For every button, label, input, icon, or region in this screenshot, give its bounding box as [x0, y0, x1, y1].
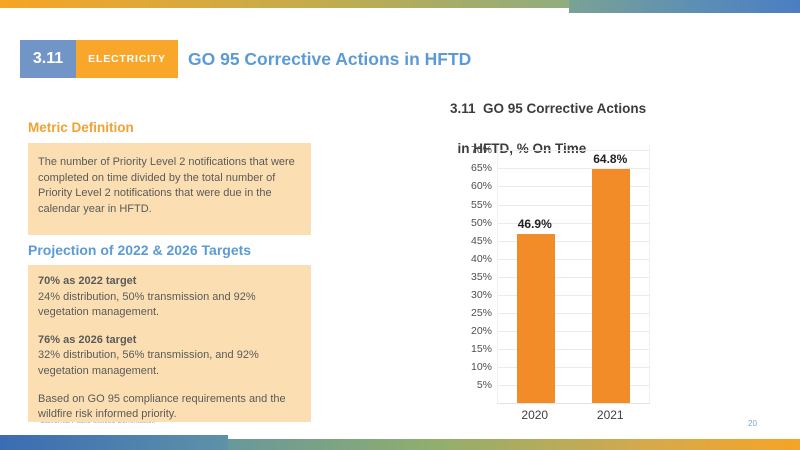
- metric-definition-box: The number of Priority Level 2 notificat…: [28, 143, 311, 235]
- chart-title-line2: in HFTD, % On Time: [457, 141, 587, 156]
- chart-bar-2021: [592, 169, 631, 403]
- gridline-10: [498, 366, 649, 368]
- gridline-65: [498, 168, 649, 170]
- slide-title: GO 95 Corrective Actions in HFTD: [188, 48, 472, 69]
- y-tick-label-35: 35%: [470, 270, 492, 283]
- y-tick-label-55: 55%: [470, 198, 492, 211]
- gridline-15: [498, 348, 649, 350]
- category-badge: ELECTRICITY: [76, 40, 178, 78]
- bar-chart: 5% 10% 15% 20% 25% 30% 35% 40% 45% 50% 55% 60% 65% 70…: [440, 144, 655, 425]
- projection-heading: Projection of 2022 & 2026 Targets: [28, 242, 252, 258]
- y-tick-label-60: 60%: [470, 180, 492, 193]
- y-tick-label-70: 70%: [470, 144, 492, 157]
- chart-title: 3.11 GO 95 Corrective Actions in HFTD, %…: [450, 99, 646, 159]
- bar-value-label-2021: 64.8%: [593, 152, 628, 167]
- metric-definition-heading: Metric Definition: [28, 120, 134, 135]
- gridline-20: [498, 330, 649, 332]
- top-gradient-bar-left: [0, 0, 569, 8]
- chart-title-line1: 3.11 GO 95 Corrective Actions: [450, 101, 647, 116]
- target-2026-title: 76% as 2026 target: [38, 333, 137, 346]
- section-number-badge: 3.11: [20, 40, 76, 78]
- target-entry-2022: 70% as 2022 target 24% distribution, 50%…: [38, 274, 301, 321]
- target-2022-body: 24% distribution, 50% transmission and 9…: [38, 290, 256, 319]
- gridline-55: [498, 204, 649, 206]
- y-tick-label-50: 50%: [470, 216, 492, 229]
- gridline-35: [498, 276, 649, 278]
- x-axis-label-2021: 2021: [596, 408, 624, 422]
- y-tick-label-10: 10%: [470, 360, 492, 373]
- section-number: 3.11: [32, 50, 64, 67]
- target-2026-body: 32% distribution, 56% transmission, and …: [38, 349, 259, 378]
- projection-box: 70% as 2022 target 24% distribution, 50%…: [28, 265, 311, 422]
- y-tick-label-65: 65%: [470, 162, 492, 175]
- top-gradient-bar-right: [569, 0, 800, 13]
- y-tick-label-15: 15%: [470, 342, 492, 355]
- target-2022-title: 70% as 2022 target: [38, 275, 137, 287]
- y-tick-label-45: 45%: [470, 234, 492, 247]
- gridline-45: [498, 240, 649, 242]
- x-axis-label-2020: 2020: [521, 408, 549, 422]
- gridline-25: [498, 312, 649, 314]
- metric-definition-text: The number of Priority Level 2 notificat…: [38, 156, 295, 215]
- gridline-70: [498, 150, 649, 152]
- y-tick-label-25: 25%: [470, 306, 492, 319]
- y-tick-label-40: 40%: [470, 252, 492, 265]
- chart-plot-area: [497, 145, 650, 404]
- gridline-40: [498, 258, 649, 260]
- gridline-60: [498, 186, 649, 188]
- category-label: ELECTRICITY: [88, 53, 166, 65]
- page-number: 20: [748, 419, 757, 428]
- chart-bar-2020: [516, 233, 555, 403]
- projection-note: Based on GO 95 compliance requirements a…: [38, 392, 286, 421]
- y-tick-label-5: 5%: [476, 378, 492, 391]
- y-tick-label-20: 20%: [470, 324, 492, 337]
- gridline-30: [498, 294, 649, 296]
- bar-value-label-2020: 46.9%: [517, 216, 552, 231]
- target-entry-2026: 76% as 2026 target 32% distribution, 56%…: [38, 333, 301, 380]
- gridline-5: [498, 384, 649, 386]
- y-tick-label-30: 30%: [470, 288, 492, 301]
- gridline-50: [498, 222, 649, 224]
- bottom-gradient-bar-left: [0, 435, 228, 450]
- bottom-gradient-bar-right: [228, 439, 800, 450]
